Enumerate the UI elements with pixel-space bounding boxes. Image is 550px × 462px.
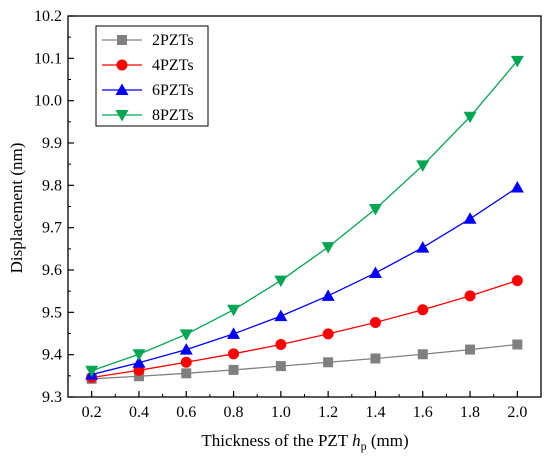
legend-marker [117, 35, 127, 45]
y-tick-label: 10.1 [34, 50, 62, 67]
series-6PZTs [85, 180, 524, 380]
data-point [321, 289, 335, 301]
x-axis-title: Thickness of the PZT hp (mm) [201, 431, 408, 453]
data-point [321, 242, 335, 254]
series-2PZTs [86, 339, 523, 384]
data-point [368, 204, 382, 216]
data-point [322, 328, 334, 340]
data-point [227, 327, 241, 339]
x-tick-label: 1.6 [413, 404, 433, 421]
series-4PZTs [86, 275, 523, 384]
data-point [510, 180, 524, 193]
series-8PZTs [85, 55, 524, 378]
legend-box [95, 25, 209, 127]
x-axis-title-unit: (mm) [367, 431, 409, 450]
data-point [181, 368, 192, 379]
series-layer [85, 55, 524, 384]
data-point [463, 212, 477, 224]
axes: 0.2 0.4 0.6 0.8 1.0 1.2 1.4 1.6 1.8 2.0 9.3 9.4 9.5 9… [34, 8, 527, 421]
y-tick-label: 9.8 [42, 177, 62, 194]
data-point [323, 357, 334, 368]
x-tick-label: 0.4 [129, 404, 149, 421]
series-line [91, 60, 518, 372]
legend-label: 8PZTs [152, 107, 194, 124]
series-line [91, 343, 518, 380]
y-tick-label: 9.4 [42, 347, 62, 364]
y-tick-label: 10.2 [34, 8, 62, 25]
data-point [180, 356, 192, 368]
data-point [465, 344, 476, 355]
x-tick-label: 1.0 [271, 404, 291, 421]
y-tick-label: 9.3 [42, 389, 62, 406]
x-axis-title-subscript: p [361, 439, 367, 453]
data-point [417, 304, 429, 316]
data-point [417, 349, 428, 360]
x-axis-title-text: Thickness of the PZT [201, 431, 352, 450]
y-tick-label: 9.9 [42, 135, 62, 152]
legend-marker [116, 59, 128, 71]
y-tick-label: 10.0 [34, 93, 62, 110]
data-point [179, 343, 193, 355]
data-point [510, 55, 524, 68]
data-point [132, 349, 146, 361]
data-point [132, 356, 146, 368]
data-point [416, 241, 430, 253]
data-point [85, 365, 99, 378]
data-point [133, 371, 144, 382]
legend-label: 2PZTs [152, 32, 194, 49]
y-tick-label: 9.5 [42, 304, 62, 321]
data-point [512, 339, 523, 350]
data-point [228, 364, 239, 375]
x-tick-label: 0.2 [82, 404, 102, 421]
legend-label: 4PZTs [152, 57, 194, 74]
x-tick-label: 2.0 [507, 404, 527, 421]
x-tick-label: 1.2 [318, 404, 338, 421]
legend-marker [115, 83, 129, 95]
data-point [274, 275, 288, 288]
data-point [228, 348, 240, 360]
data-point [227, 304, 241, 317]
series-line [91, 279, 518, 379]
data-point [369, 316, 381, 328]
y-axis-title: Displacement (nm) [7, 143, 26, 274]
legend: 2PZTs 4PZTs 6PZTs 8PZTs [95, 25, 209, 127]
series-line [91, 186, 518, 376]
x-tick-label: 0.6 [176, 404, 196, 421]
x-axis-title-math: h [352, 431, 361, 450]
data-point [464, 290, 476, 302]
legend-marker [115, 110, 129, 122]
y-tick-label: 9.7 [42, 220, 62, 237]
data-point [274, 309, 288, 322]
data-point [463, 111, 477, 124]
data-point [416, 160, 430, 172]
x-tick-label: 0.8 [224, 404, 244, 421]
data-point [275, 339, 287, 351]
x-tick-label: 1.8 [460, 404, 480, 421]
data-point [511, 275, 523, 287]
y-tick-label: 9.6 [42, 262, 62, 279]
data-point [368, 266, 382, 278]
data-point [370, 353, 381, 364]
legend-label: 6PZTs [152, 82, 194, 99]
x-tick-label: 1.4 [365, 404, 385, 421]
data-point [275, 361, 286, 372]
data-point [179, 329, 193, 341]
